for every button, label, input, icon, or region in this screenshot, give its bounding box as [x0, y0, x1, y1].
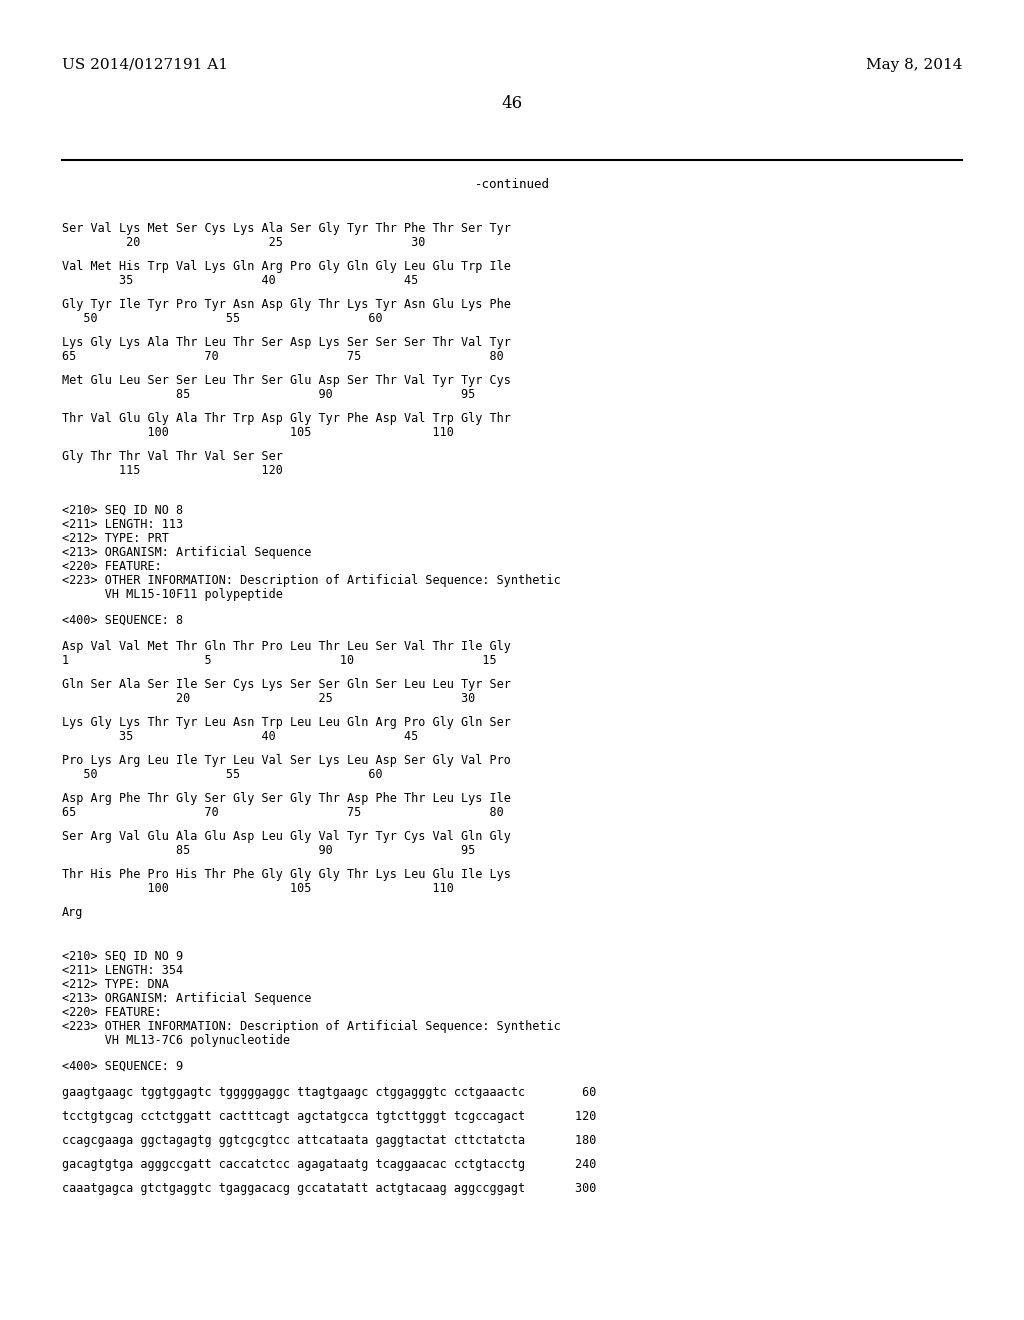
Text: 20                  25                  30: 20 25 30 [62, 236, 425, 249]
Text: May 8, 2014: May 8, 2014 [865, 58, 962, 73]
Text: <220> FEATURE:: <220> FEATURE: [62, 1006, 162, 1019]
Text: Lys Gly Lys Ala Thr Leu Thr Ser Asp Lys Ser Ser Ser Thr Val Tyr: Lys Gly Lys Ala Thr Leu Thr Ser Asp Lys … [62, 337, 511, 348]
Text: <223> OTHER INFORMATION: Description of Artificial Sequence: Synthetic: <223> OTHER INFORMATION: Description of … [62, 574, 561, 587]
Text: <220> FEATURE:: <220> FEATURE: [62, 560, 162, 573]
Text: Asp Val Val Met Thr Gln Thr Pro Leu Thr Leu Ser Val Thr Ile Gly: Asp Val Val Met Thr Gln Thr Pro Leu Thr … [62, 640, 511, 653]
Text: Arg: Arg [62, 906, 83, 919]
Text: Gln Ser Ala Ser Ile Ser Cys Lys Ser Ser Gln Ser Leu Leu Tyr Ser: Gln Ser Ala Ser Ile Ser Cys Lys Ser Ser … [62, 678, 511, 690]
Text: gaagtgaagc tggtggagtc tgggggaggc ttagtgaagc ctggagggtc cctgaaactc        60: gaagtgaagc tggtggagtc tgggggaggc ttagtga… [62, 1086, 596, 1100]
Text: Asp Arg Phe Thr Gly Ser Gly Ser Gly Thr Asp Phe Thr Leu Lys Ile: Asp Arg Phe Thr Gly Ser Gly Ser Gly Thr … [62, 792, 511, 805]
Text: Gly Thr Thr Val Thr Val Ser Ser: Gly Thr Thr Val Thr Val Ser Ser [62, 450, 283, 463]
Text: <210> SEQ ID NO 8: <210> SEQ ID NO 8 [62, 504, 183, 517]
Text: ccagcgaaga ggctagagtg ggtcgcgtcc attcataata gaggtactat cttctatcta       180: ccagcgaaga ggctagagtg ggtcgcgtcc attcata… [62, 1134, 596, 1147]
Text: 65                  70                  75                  80: 65 70 75 80 [62, 807, 504, 818]
Text: 35                  40                  45: 35 40 45 [62, 730, 418, 743]
Text: Ser Val Lys Met Ser Cys Lys Ala Ser Gly Tyr Thr Phe Thr Ser Tyr: Ser Val Lys Met Ser Cys Lys Ala Ser Gly … [62, 222, 511, 235]
Text: VH ML13-7C6 polynucleotide: VH ML13-7C6 polynucleotide [62, 1034, 290, 1047]
Text: 115                 120: 115 120 [62, 465, 283, 477]
Text: 35                  40                  45: 35 40 45 [62, 275, 418, 286]
Text: 50                  55                  60: 50 55 60 [62, 768, 383, 781]
Text: 100                 105                 110: 100 105 110 [62, 426, 454, 440]
Text: 46: 46 [502, 95, 522, 112]
Text: 100                 105                 110: 100 105 110 [62, 882, 454, 895]
Text: Thr Val Glu Gly Ala Thr Trp Asp Gly Tyr Phe Asp Val Trp Gly Thr: Thr Val Glu Gly Ala Thr Trp Asp Gly Tyr … [62, 412, 511, 425]
Text: <210> SEQ ID NO 9: <210> SEQ ID NO 9 [62, 950, 183, 964]
Text: Ser Arg Val Glu Ala Glu Asp Leu Gly Val Tyr Tyr Cys Val Gln Gly: Ser Arg Val Glu Ala Glu Asp Leu Gly Val … [62, 830, 511, 843]
Text: 50                  55                  60: 50 55 60 [62, 312, 383, 325]
Text: <211> LENGTH: 354: <211> LENGTH: 354 [62, 964, 183, 977]
Text: 85                  90                  95: 85 90 95 [62, 843, 475, 857]
Text: <213> ORGANISM: Artificial Sequence: <213> ORGANISM: Artificial Sequence [62, 993, 311, 1005]
Text: <212> TYPE: DNA: <212> TYPE: DNA [62, 978, 169, 991]
Text: Lys Gly Lys Thr Tyr Leu Asn Trp Leu Leu Gln Arg Pro Gly Gln Ser: Lys Gly Lys Thr Tyr Leu Asn Trp Leu Leu … [62, 715, 511, 729]
Text: <211> LENGTH: 113: <211> LENGTH: 113 [62, 517, 183, 531]
Text: <213> ORGANISM: Artificial Sequence: <213> ORGANISM: Artificial Sequence [62, 546, 311, 558]
Text: 1                   5                  10                  15: 1 5 10 15 [62, 653, 497, 667]
Text: tcctgtgcag cctctggatt cactttcagt agctatgcca tgtcttgggt tcgccagact       120: tcctgtgcag cctctggatt cactttcagt agctatg… [62, 1110, 596, 1123]
Text: 85                  90                  95: 85 90 95 [62, 388, 475, 401]
Text: -continued: -continued [474, 178, 550, 191]
Text: VH ML15-10F11 polypeptide: VH ML15-10F11 polypeptide [62, 587, 283, 601]
Text: <400> SEQUENCE: 9: <400> SEQUENCE: 9 [62, 1060, 183, 1073]
Text: gacagtgtga agggccgatt caccatctcc agagataatg tcaggaacac cctgtacctg       240: gacagtgtga agggccgatt caccatctcc agagata… [62, 1158, 596, 1171]
Text: Met Glu Leu Ser Ser Leu Thr Ser Glu Asp Ser Thr Val Tyr Tyr Cys: Met Glu Leu Ser Ser Leu Thr Ser Glu Asp … [62, 374, 511, 387]
Text: <400> SEQUENCE: 8: <400> SEQUENCE: 8 [62, 614, 183, 627]
Text: <223> OTHER INFORMATION: Description of Artificial Sequence: Synthetic: <223> OTHER INFORMATION: Description of … [62, 1020, 561, 1034]
Text: Val Met His Trp Val Lys Gln Arg Pro Gly Gln Gly Leu Glu Trp Ile: Val Met His Trp Val Lys Gln Arg Pro Gly … [62, 260, 511, 273]
Text: Thr His Phe Pro His Thr Phe Gly Gly Gly Thr Lys Leu Glu Ile Lys: Thr His Phe Pro His Thr Phe Gly Gly Gly … [62, 869, 511, 880]
Text: Gly Tyr Ile Tyr Pro Tyr Asn Asp Gly Thr Lys Tyr Asn Glu Lys Phe: Gly Tyr Ile Tyr Pro Tyr Asn Asp Gly Thr … [62, 298, 511, 312]
Text: 20                  25                  30: 20 25 30 [62, 692, 475, 705]
Text: Pro Lys Arg Leu Ile Tyr Leu Val Ser Lys Leu Asp Ser Gly Val Pro: Pro Lys Arg Leu Ile Tyr Leu Val Ser Lys … [62, 754, 511, 767]
Text: 65                  70                  75                  80: 65 70 75 80 [62, 350, 504, 363]
Text: US 2014/0127191 A1: US 2014/0127191 A1 [62, 58, 228, 73]
Text: caaatgagca gtctgaggtc tgaggacacg gccatatatt actgtacaag aggccggagt       300: caaatgagca gtctgaggtc tgaggacacg gccatat… [62, 1181, 596, 1195]
Text: <212> TYPE: PRT: <212> TYPE: PRT [62, 532, 169, 545]
